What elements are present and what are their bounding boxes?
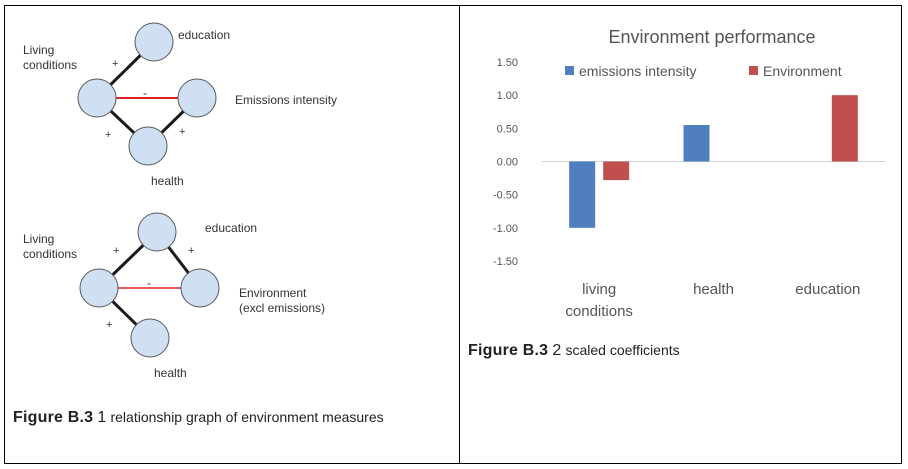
label-health: health bbox=[151, 174, 184, 188]
graph-1: education Living conditions Emissions in… bbox=[23, 22, 337, 188]
edge-sign: + bbox=[113, 245, 119, 257]
edge-sign: + bbox=[106, 319, 112, 331]
graph-2: education Living conditions Environment … bbox=[23, 212, 325, 380]
label-emissions-intensity: Emissions intensity bbox=[235, 93, 337, 107]
node-health bbox=[130, 318, 170, 358]
node-health bbox=[128, 126, 168, 166]
node-living-conditions bbox=[79, 268, 119, 308]
panel-divider bbox=[459, 5, 460, 464]
bar bbox=[831, 95, 858, 162]
y-tick-label: 0.50 bbox=[497, 123, 518, 135]
chart-title: Environment performance bbox=[608, 27, 815, 47]
figure-caption-left: Figure B.3 1 relationship graph of envir… bbox=[13, 406, 433, 429]
bar bbox=[569, 161, 596, 228]
label-living-conditions: Living conditions bbox=[23, 232, 77, 261]
node-emissions-intensity bbox=[177, 78, 217, 118]
y-tick-label: 1.00 bbox=[497, 90, 518, 102]
category-label: living conditions bbox=[565, 281, 633, 320]
bar bbox=[683, 125, 710, 162]
label-living-conditions: Living conditions bbox=[23, 43, 77, 72]
caption-text: scaled coefficients bbox=[565, 342, 680, 358]
y-tick-label: -1.00 bbox=[493, 223, 518, 235]
coefficients-chart-panel: Environment performance emissions intensi… bbox=[460, 5, 902, 464]
category-label: health bbox=[693, 281, 734, 298]
label-living-line1: Living bbox=[23, 232, 54, 246]
bar bbox=[603, 161, 630, 181]
legend-swatch bbox=[565, 66, 574, 75]
category-label-line: conditions bbox=[565, 303, 633, 320]
edge-sign: - bbox=[147, 276, 151, 290]
label-education: education bbox=[178, 28, 230, 42]
caption-label: Figure B.3 bbox=[468, 342, 549, 359]
label-health: health bbox=[154, 366, 187, 380]
node-environment bbox=[180, 268, 220, 308]
category-label-line: living bbox=[582, 281, 616, 298]
label-living-line2: conditions bbox=[23, 58, 77, 72]
y-tick-label: -0.50 bbox=[493, 190, 518, 202]
label-environment-line2: (excl emissions) bbox=[239, 301, 325, 315]
y-tick-label: 1.50 bbox=[497, 57, 518, 69]
node-education bbox=[137, 212, 177, 252]
y-tick-label: 0.00 bbox=[497, 157, 518, 169]
caption-number: 1 bbox=[97, 409, 107, 426]
category-label: education bbox=[795, 281, 860, 298]
legend-label: emissions intensity bbox=[579, 63, 697, 79]
legend-swatch bbox=[749, 66, 758, 75]
label-environment: Environment (excl emissions) bbox=[239, 286, 325, 315]
relationship-graphs: education Living conditions Emissions in… bbox=[23, 22, 337, 380]
legend-label: Environment bbox=[763, 63, 842, 79]
label-environment-line1: Environment bbox=[239, 286, 307, 300]
node-education bbox=[134, 22, 174, 62]
label-living-line2: conditions bbox=[23, 247, 77, 261]
scaled-coefficients-chart: Environment performance emissions intensi… bbox=[493, 27, 885, 320]
category-label-line: health bbox=[693, 281, 734, 298]
caption-number: 2 bbox=[552, 342, 562, 359]
relationship-graph-panel: education Living conditions Emissions in… bbox=[4, 5, 459, 464]
label-education: education bbox=[205, 221, 257, 235]
y-tick-label: -1.50 bbox=[493, 256, 518, 268]
category-label-line: education bbox=[795, 281, 860, 298]
edge-sign: + bbox=[188, 245, 194, 257]
node-living-conditions bbox=[77, 78, 117, 118]
edge-sign: + bbox=[105, 129, 111, 141]
caption-label: Figure B.3 bbox=[13, 409, 94, 426]
edge-sign: + bbox=[112, 58, 118, 70]
edge-sign: - bbox=[143, 86, 147, 100]
label-living-line1: Living bbox=[23, 43, 54, 57]
figure-frame bbox=[4, 5, 902, 464]
caption-text: relationship graph of environment measur… bbox=[110, 409, 384, 425]
figure-caption-right: Figure B.3 2 scaled coefficients bbox=[468, 339, 888, 362]
edge-sign: + bbox=[179, 126, 185, 138]
